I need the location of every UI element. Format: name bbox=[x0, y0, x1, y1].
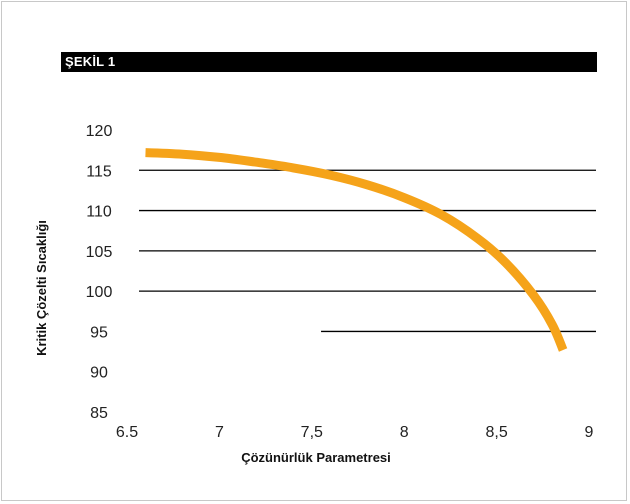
x-tick-label: 7 bbox=[215, 424, 224, 441]
y-tick-label: 110 bbox=[86, 204, 112, 221]
x-axis-title: Çözünürlük Parametresi bbox=[241, 450, 391, 465]
y-tick-label: 105 bbox=[86, 244, 113, 261]
y-axis-title: Kritik Çözelti Sıcaklığı bbox=[34, 220, 49, 356]
y-tick-label: 115 bbox=[86, 163, 112, 180]
x-axis-ticks: 6.5 7 7,5 8 8,5 9 bbox=[116, 424, 594, 441]
y-tick-label: 95 bbox=[90, 324, 108, 341]
figure-banner: ŞEKİL 1 bbox=[61, 52, 597, 72]
series bbox=[145, 148, 568, 352]
gridlines bbox=[139, 169, 596, 333]
series-line bbox=[145, 148, 568, 352]
y-axis-ticks: 120 115 110 105 100 95 90 85 bbox=[86, 123, 113, 422]
y-tick-label: 85 bbox=[90, 405, 108, 422]
x-tick-label: 8 bbox=[400, 424, 409, 441]
x-tick-label: 9 bbox=[585, 424, 594, 441]
y-tick-label: 100 bbox=[86, 284, 113, 301]
x-tick-label: 7,5 bbox=[301, 424, 323, 441]
y-tick-label: 90 bbox=[90, 365, 108, 382]
figure-label: ŞEKİL 1 bbox=[65, 54, 116, 69]
x-tick-label: 8,5 bbox=[485, 424, 507, 441]
x-tick-label: 6.5 bbox=[116, 424, 138, 441]
y-tick-label: 120 bbox=[86, 123, 113, 140]
